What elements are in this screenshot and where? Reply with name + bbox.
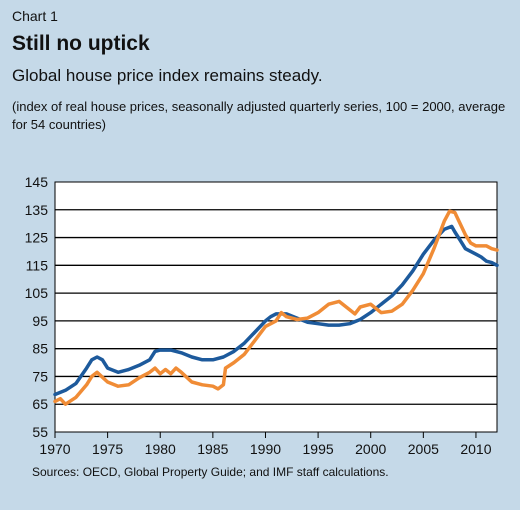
x-tick-label: 2000 bbox=[355, 441, 386, 457]
source-note: Sources: OECD, Global Property Guide; an… bbox=[32, 465, 389, 479]
x-tick-label: 1990 bbox=[250, 441, 281, 457]
plot-frame bbox=[54, 181, 498, 433]
x-tick-label: 2010 bbox=[460, 441, 491, 457]
y-tick-label: 135 bbox=[25, 202, 49, 218]
y-tick-label: 55 bbox=[32, 424, 48, 440]
y-tick-label: 145 bbox=[25, 174, 49, 190]
y-tick-label: 75 bbox=[32, 368, 48, 384]
y-tick-label: 125 bbox=[25, 230, 49, 246]
line-chart: 55 65 75 85 95 105 115 125 135 145 1970 1975 1980 198… bbox=[25, 174, 499, 457]
y-tick-label: 105 bbox=[25, 285, 49, 301]
chart-title: Still no uptick bbox=[12, 32, 150, 55]
chart-subtitle: Global house price index remains steady. bbox=[12, 66, 323, 85]
chart-note: (index of real house prices, seasonally … bbox=[12, 99, 506, 132]
x-tick-label: 1970 bbox=[39, 441, 70, 457]
y-tick-label: 85 bbox=[32, 341, 48, 357]
series-line-2 bbox=[53, 209, 499, 406]
x-tick-label: 1975 bbox=[92, 441, 123, 457]
y-tick-label: 65 bbox=[32, 396, 48, 412]
x-tick-label: 2005 bbox=[408, 441, 439, 457]
chart-area: 55 65 75 85 95 105 115 125 135 145 1970 1975 1980 198… bbox=[0, 172, 520, 462]
y-tick-label: 115 bbox=[26, 257, 49, 273]
x-tick-label: 1995 bbox=[303, 441, 334, 457]
series-line-1 bbox=[53, 224, 499, 397]
chart-number: Chart 1 bbox=[12, 8, 58, 24]
y-tick-label: 95 bbox=[32, 313, 48, 329]
plot-background bbox=[55, 182, 497, 432]
x-tick-label: 1980 bbox=[145, 441, 176, 457]
x-tick-label: 1985 bbox=[197, 441, 228, 457]
